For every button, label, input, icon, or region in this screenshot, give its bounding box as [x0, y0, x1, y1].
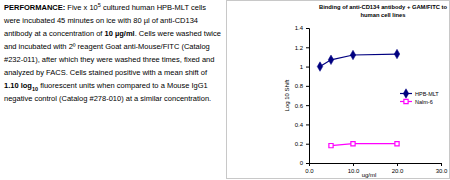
- data-point: [329, 144, 333, 148]
- tick-label: 0.6: [295, 103, 304, 109]
- tick: 1: [300, 64, 309, 70]
- legend-label: Nalm-6: [415, 99, 433, 105]
- tick: 20.0: [392, 163, 404, 174]
- y-axis: 0 0.2 0.4 0.6 0.8 1 1.2 1.4: [295, 25, 310, 166]
- chart-frame: [227, 1, 450, 179]
- text-run: fluorescent units when compared to a Mou…: [4, 81, 211, 103]
- tick-label: 10.0: [348, 168, 360, 174]
- legend-marker: [404, 99, 408, 103]
- tick-mark: [306, 144, 309, 145]
- data-point: [317, 62, 322, 71]
- tick-mark: [306, 124, 309, 125]
- axis-line: [306, 29, 310, 164]
- tick-label: 1.4: [295, 25, 304, 31]
- tick-label: 0.4: [295, 122, 304, 128]
- tick-mark: [306, 105, 309, 106]
- data-point: [394, 49, 399, 58]
- tick: 30.0: [436, 163, 448, 174]
- paragraph: PERFORMANCE: Five x 105 cultured human H…: [4, 1, 222, 105]
- tick-mark: [353, 163, 354, 166]
- tick-mark: [397, 163, 398, 166]
- tick-label: 1.2: [295, 45, 304, 51]
- data-point: [395, 142, 399, 146]
- legend-item: HPB-MLT: [400, 89, 439, 98]
- x-axis-title: ug/ml: [362, 172, 377, 178]
- tick: 0.2: [295, 141, 309, 147]
- chart-title: human cell lines: [360, 12, 405, 18]
- tick-label: 0: [300, 160, 304, 166]
- tick-label: 1: [300, 64, 304, 70]
- tick-label: 0.0: [305, 168, 314, 174]
- text-run: 10: [32, 86, 38, 92]
- tick: 1.2: [295, 45, 309, 51]
- plot-area: [317, 49, 399, 147]
- tick: 1.4: [295, 25, 309, 31]
- data-point: [328, 55, 333, 64]
- data-point: [351, 142, 355, 146]
- axis-line: [310, 164, 442, 167]
- tick-mark: [306, 86, 309, 87]
- chart-title: Binding of anti-CD134 antibody + GAM/FIT…: [319, 4, 447, 10]
- tick-mark: [306, 67, 309, 68]
- text-run: 10 µg/ml: [105, 29, 135, 38]
- text-run: Five x 10: [65, 3, 98, 12]
- y-axis-title: Log 10 Shift: [284, 79, 290, 111]
- tick: 0.8: [295, 83, 309, 89]
- tick: 10.0: [348, 163, 360, 174]
- text-block: PERFORMANCE: Five x 105 cultured human H…: [4, 1, 222, 105]
- text-run: 5: [98, 2, 101, 8]
- tick: 0: [300, 160, 309, 166]
- legend-marker: [403, 89, 408, 98]
- x-axis: 0.0 10.0 20.0 30.0: [305, 163, 448, 174]
- series-line: [331, 144, 397, 146]
- tick-mark: [306, 47, 309, 48]
- tick-label: 0.8: [295, 83, 304, 89]
- tick-mark: [441, 163, 442, 166]
- series-line: [320, 54, 397, 67]
- text-run: PERFORMANCE:: [4, 3, 65, 12]
- tick: 0.0: [305, 163, 314, 174]
- text-run: 1.10 log: [4, 81, 32, 90]
- data-point: [350, 50, 355, 59]
- tick-mark: [306, 163, 309, 164]
- tick-mark: [306, 28, 309, 29]
- legend: HPB-MLT Nalm-6: [400, 89, 439, 105]
- tick-label: 30.0: [436, 168, 448, 174]
- tick-label: 20.0: [392, 168, 404, 174]
- legend-item: Nalm-6: [400, 99, 433, 105]
- chart: Binding of anti-CD134 antibody + GAM/FIT…: [0, 0, 450, 180]
- tick-label: 0.2: [295, 141, 304, 147]
- legend-label: HPB-MLT: [415, 91, 439, 97]
- tick: 0.6: [295, 103, 309, 109]
- tick-mark: [309, 163, 310, 166]
- tick: 0.4: [295, 122, 309, 128]
